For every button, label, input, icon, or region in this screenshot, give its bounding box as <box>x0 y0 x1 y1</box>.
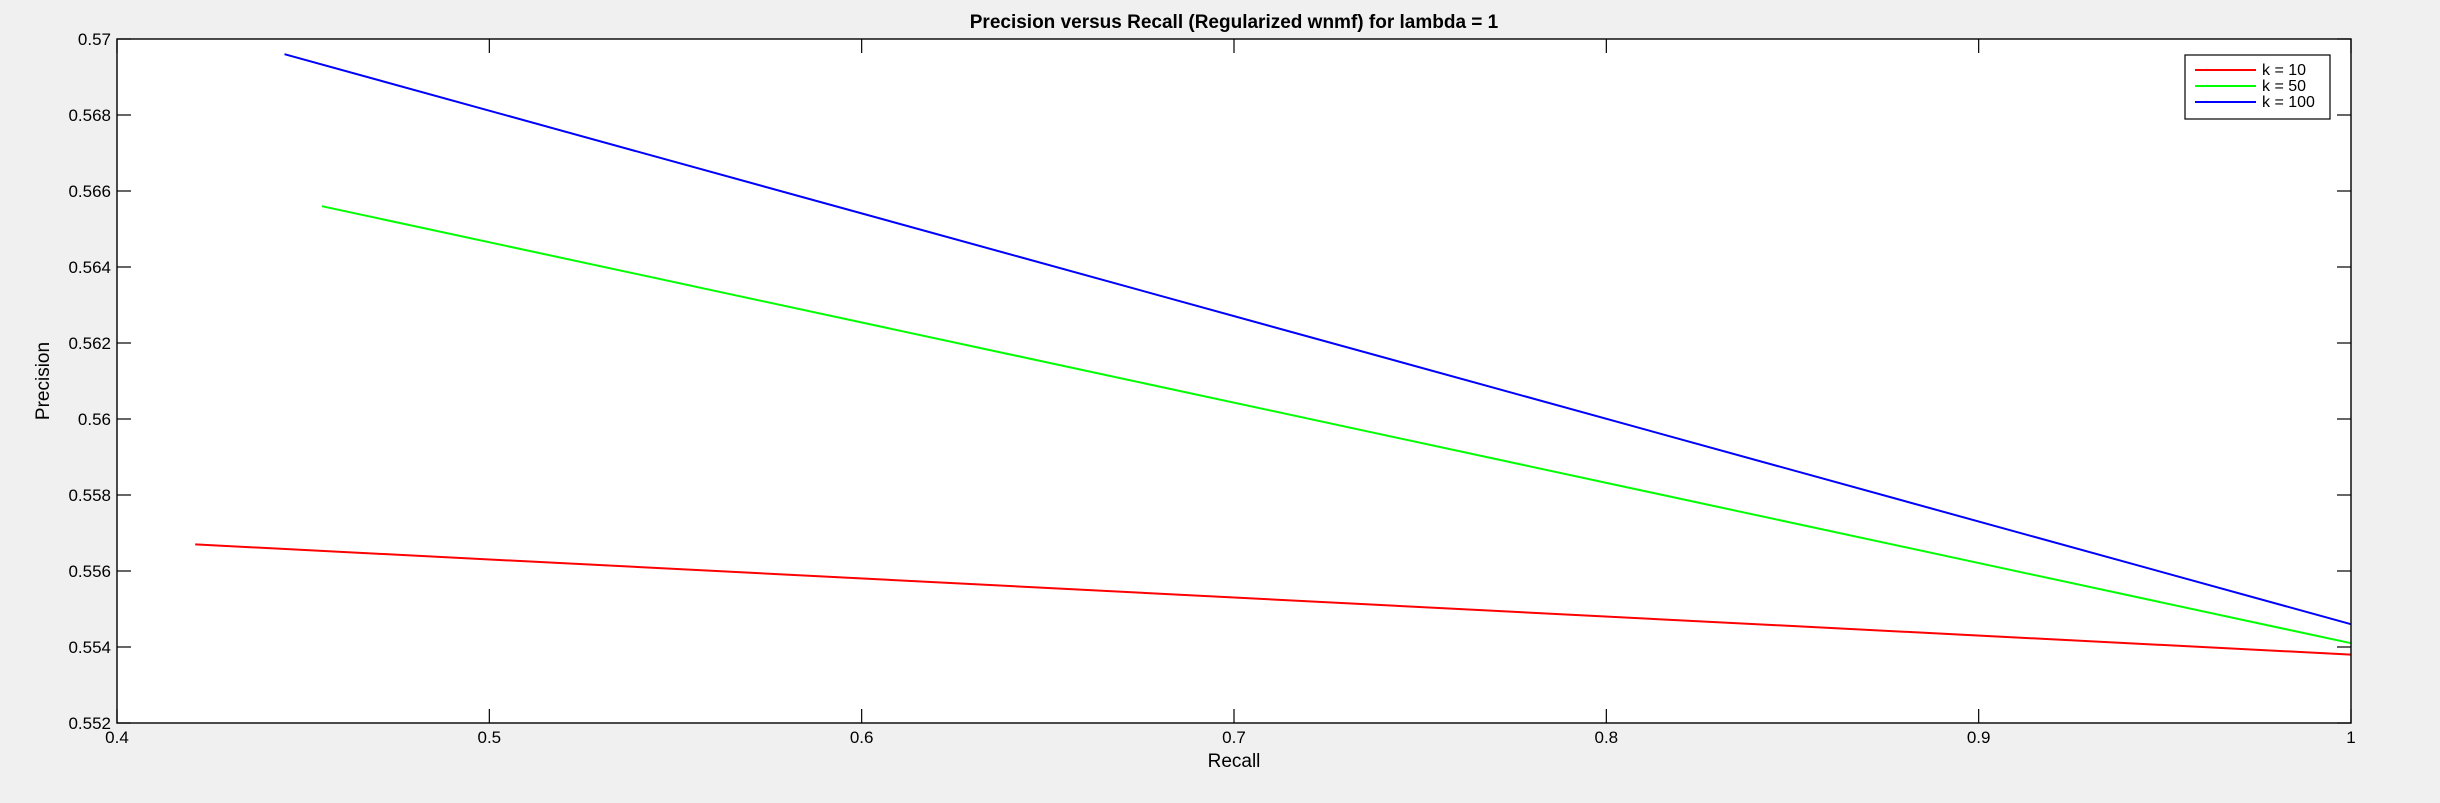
x-ticks: 0.4 0.5 0.6 0.7 0.8 0.9 1 <box>105 39 2356 747</box>
y-tick-label: 0.562 <box>68 334 111 353</box>
plot-area <box>117 39 2351 723</box>
y-tick-label: 0.56 <box>78 410 111 429</box>
series-line-k-10 <box>195 543 2352 656</box>
x-tick-label: 0.5 <box>478 728 502 747</box>
y-tick-label: 0.554 <box>68 638 111 657</box>
legend-items: k = 10k = 50k = 100 <box>2195 62 2315 111</box>
series-line-k-100 <box>284 53 2352 626</box>
legend: k = 10k = 50k = 100 <box>2184 54 2331 120</box>
legend-label: k = 50 <box>2262 78 2306 95</box>
y-tick-label: 0.568 <box>68 106 111 125</box>
y-tick-label: 0.564 <box>68 258 111 277</box>
x-axis-label: Recall <box>1208 751 1261 772</box>
x-tick-label: 0.9 <box>1967 728 1991 747</box>
y-tick-label: 0.566 <box>68 182 111 201</box>
y-tick-label: 0.57 <box>78 30 111 49</box>
y-tick-label: 0.558 <box>68 486 111 505</box>
series-line-k-50 <box>321 205 2352 645</box>
y-axis-label: Precision <box>33 342 54 420</box>
chart-title: Precision versus Recall (Regularized wnm… <box>970 12 1499 33</box>
y-ticks: 0.552 0.554 0.556 0.558 0.56 0.562 0.564 0.566 0… <box>68 30 2351 733</box>
legend-label: k = 100 <box>2262 94 2315 111</box>
x-tick-label: 0.6 <box>850 728 874 747</box>
x-tick-label: 1 <box>2346 728 2355 747</box>
x-tick-label: 0.8 <box>1595 728 1619 747</box>
series-layer <box>195 53 2352 656</box>
x-tick-label: 0.7 <box>1222 728 1246 747</box>
x-tick-label: 0.4 <box>105 728 129 747</box>
y-tick-label: 0.552 <box>68 714 111 733</box>
legend-label: k = 10 <box>2262 62 2306 79</box>
y-tick-label: 0.556 <box>68 562 111 581</box>
